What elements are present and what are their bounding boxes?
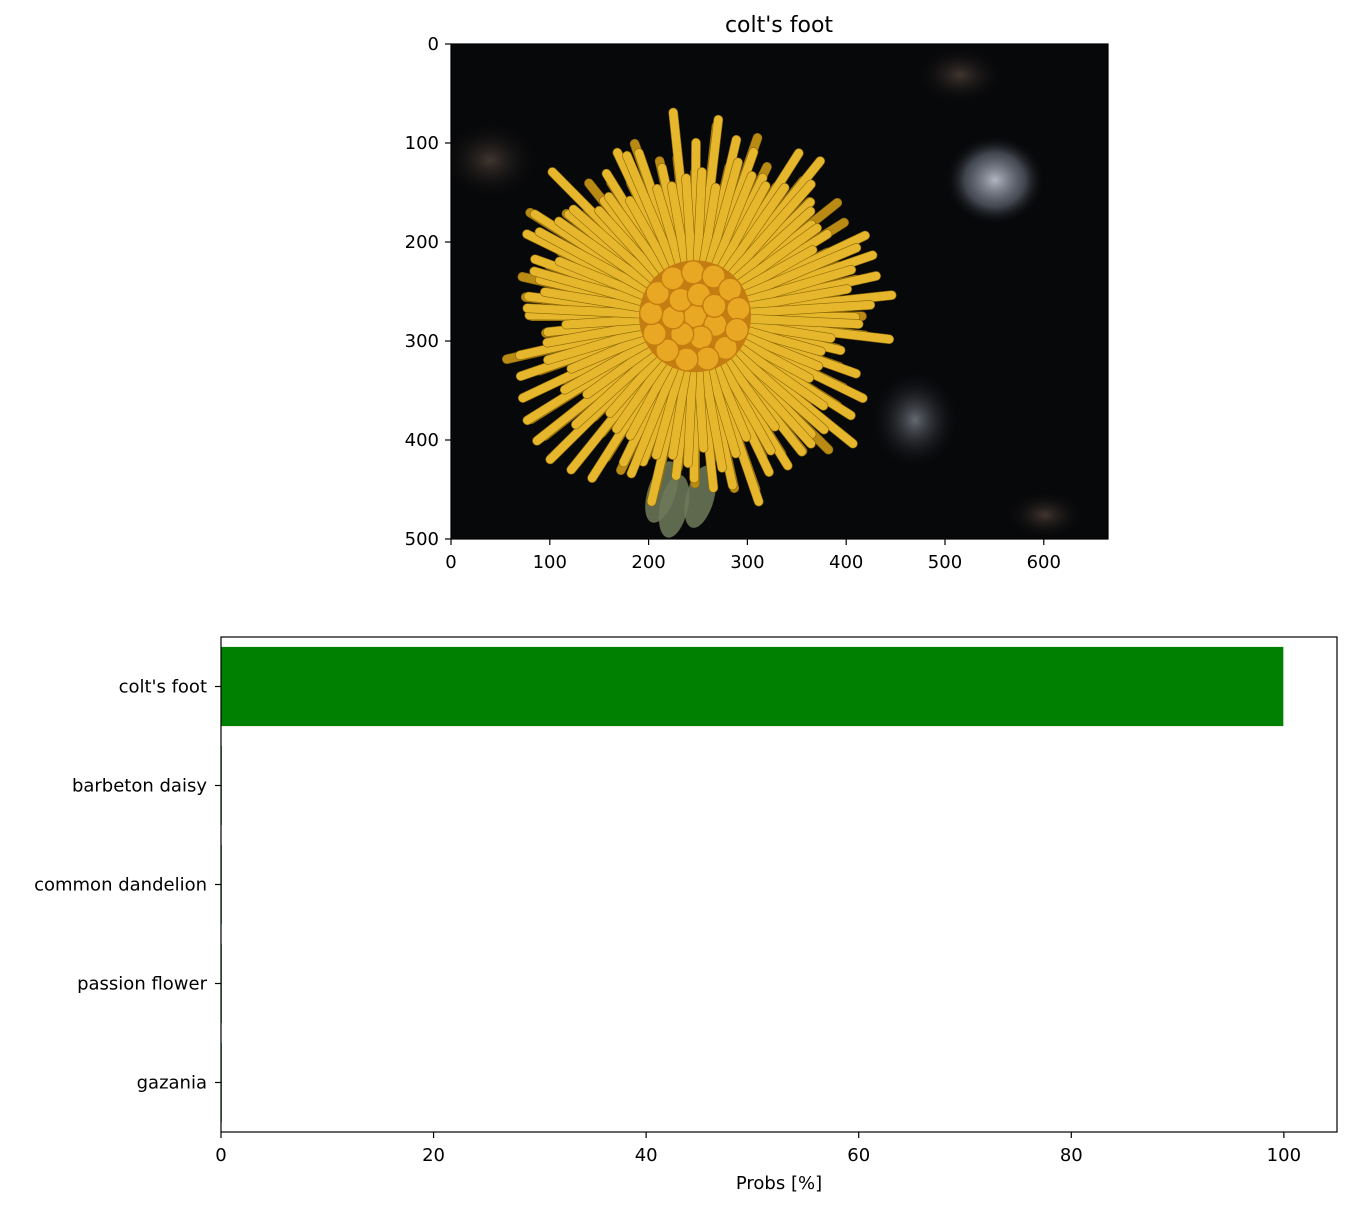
bokeh-spot xyxy=(1005,490,1085,539)
y-tick-label: 0 xyxy=(428,34,439,55)
y-tick-label: 300 xyxy=(405,331,439,352)
category-label: gazania xyxy=(137,1073,207,1094)
x-tick-label: 40 xyxy=(635,1145,658,1166)
x-tick-label: 20 xyxy=(422,1145,445,1166)
y-tick-label: 200 xyxy=(405,232,439,253)
x-tick-label: 500 xyxy=(928,552,962,573)
category-label: passion flower xyxy=(77,974,208,995)
flower xyxy=(502,107,897,538)
y-tick-label: 500 xyxy=(405,529,439,550)
x-tick-label: 400 xyxy=(829,552,863,573)
bokeh-light-spot xyxy=(945,135,1045,225)
disc-floret xyxy=(713,335,738,361)
x-tick-label: 80 xyxy=(1060,1145,1083,1166)
disc-floret xyxy=(726,296,751,322)
image-y-axis: 0 100 200 300 400 500 xyxy=(405,34,451,550)
disc-floret xyxy=(695,346,720,371)
disc-floret xyxy=(660,266,686,291)
disc-floret xyxy=(702,293,727,318)
bars xyxy=(221,646,1284,1123)
disc-floret xyxy=(645,280,670,306)
disc-floret xyxy=(642,321,667,346)
disc-floret xyxy=(680,260,706,285)
y-tick-label: 100 xyxy=(405,133,439,154)
bar-x-axis: 0 20 40 60 80 100 xyxy=(215,1132,1301,1166)
x-tick-label: 100 xyxy=(1267,1145,1301,1166)
image-title: colt's foot xyxy=(725,13,833,38)
image-panel: colt's foot 0 100 200 300 400 500 600 0 100 200 3… xyxy=(405,13,1109,573)
x-tick-label: 0 xyxy=(215,1145,226,1166)
sepal xyxy=(658,474,690,538)
bokeh-spot xyxy=(451,120,540,200)
category-label: barbeton daisy xyxy=(72,776,207,797)
x-tick-label: 0 xyxy=(445,552,456,573)
image-frame xyxy=(450,43,1109,540)
bar xyxy=(221,646,1284,727)
bokeh-spot xyxy=(870,370,960,470)
disc-floret xyxy=(724,317,750,343)
x-tick-label: 100 xyxy=(533,552,567,573)
x-tick-label: 60 xyxy=(847,1145,870,1166)
bokeh-spot xyxy=(915,45,1005,105)
image-x-axis: 0 100 200 300 400 500 600 xyxy=(445,539,1061,573)
y-tick-label: 400 xyxy=(405,430,439,451)
x-axis-label: Probs [%] xyxy=(736,1173,822,1194)
x-tick-label: 300 xyxy=(730,552,764,573)
category-label: common dandelion xyxy=(34,875,207,896)
disc-floret xyxy=(655,338,680,363)
x-tick-label: 600 xyxy=(1027,552,1061,573)
category-label: colt's foot xyxy=(119,677,207,698)
flower-image xyxy=(451,44,1108,539)
x-tick-label: 200 xyxy=(631,552,665,573)
disc-floret xyxy=(701,264,726,289)
bar-y-axis: colt's foot barbeton daisy common dandelio… xyxy=(34,677,221,1094)
